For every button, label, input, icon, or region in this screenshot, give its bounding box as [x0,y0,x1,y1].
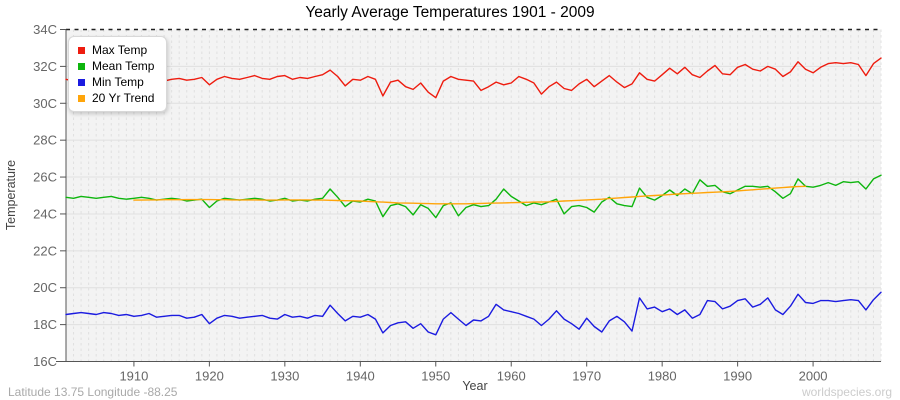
20-yr-trend-line [133,185,807,205]
x-axis-label: Year [462,379,488,393]
y-tick-label: 22C [33,243,57,258]
x-tick-label: 1950 [421,369,450,384]
watermark: worldspecies.org [801,385,892,399]
y-tick-label: 16C [33,354,57,369]
min-temp-line [65,291,882,336]
y-tick-label: 20C [33,280,57,295]
y-tick-label: 34C [33,22,57,37]
x-tick-label: 1940 [346,369,375,384]
legend-color-swatch-icon [78,46,85,54]
max-temp-line [65,57,882,99]
legend-color-swatch-icon [78,78,85,86]
legend-item-label: Min Temp [92,75,144,89]
chart-title: Yearly Average Temperatures 1901 - 2009 [305,4,595,21]
legend-item: 20 Yr Trend [78,91,154,105]
x-tick-label: 2000 [799,369,828,384]
y-tick-label: 30C [33,96,57,111]
x-tick-label: 1980 [648,369,677,384]
legend-item-label: 20 Yr Trend [92,91,155,105]
legend-item: Max Temp [78,43,154,57]
y-tick-label: 32C [33,59,57,74]
x-tick-label: 1920 [195,369,224,384]
coordinates-caption: Latitude 13.75 Longitude -88.25 [8,385,178,399]
legend-color-swatch-icon [78,94,85,102]
y-tick-label: 18C [33,317,57,332]
legend: Max Temp Mean Temp Min Temp 20 Yr Trend [68,36,168,112]
y-tick-label: 26C [33,170,57,185]
legend-item-label: Mean Temp [92,59,155,73]
x-tick-label: 1970 [572,369,601,384]
legend-item: Mean Temp [78,59,154,73]
legend-item-label: Max Temp [92,43,148,57]
legend-color-swatch-icon [78,62,85,70]
legend-item: Min Temp [78,75,154,89]
x-tick-label: 1990 [723,369,752,384]
x-tick-label: 1930 [270,369,299,384]
y-tick-label: 24C [33,206,57,221]
y-tick-label: 28C [33,133,57,148]
x-tick-label: 1960 [497,369,526,384]
x-tick-label: 1910 [119,369,148,384]
